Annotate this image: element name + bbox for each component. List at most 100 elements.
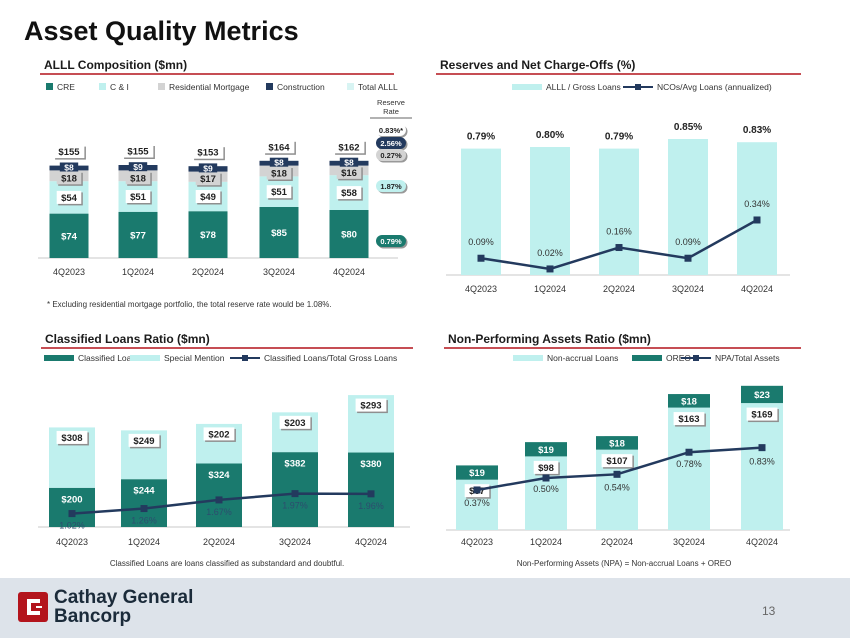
npa-point-2 — [613, 470, 621, 478]
alll-rr-header-2: Rate — [383, 107, 399, 116]
alll-legend-3-swatch — [266, 83, 273, 90]
alll-reserve-rate-2: 0.27% — [380, 151, 402, 160]
alll-label-rm-4: $16 — [341, 168, 357, 179]
alll-label-cre-3: $85 — [271, 228, 288, 239]
alll-xtick-2: 2Q2024 — [192, 267, 224, 277]
npa-footnote: Non-Performing Assets (NPA) = Non-accrua… — [517, 559, 732, 568]
npa-title: Non-Performing Assets Ratio ($mn) — [448, 332, 651, 346]
reserves-bar-label-0: 0.79% — [467, 132, 495, 143]
reserves-legend-0: ALLL / Gross Loans — [546, 82, 621, 92]
reserves-legend-0-swatch — [512, 84, 542, 90]
classified-xtick-3: 3Q2024 — [279, 537, 311, 547]
npa-label-oreo-0: $19 — [469, 468, 485, 479]
alll-label-total-3-box — [263, 140, 295, 154]
reserves-point-4 — [753, 216, 761, 224]
alll-label-ci-2: $49 — [200, 192, 216, 203]
alll-reserve-rate-1: 2.56% — [380, 139, 402, 148]
npa-legend-2: NPA/Total Assets — [715, 353, 780, 363]
classified-label-sm-4: $293 — [360, 401, 381, 412]
npa-label-nal-2: $107 — [606, 456, 627, 467]
alll-reserve-rate-3: 1.87% — [380, 182, 402, 191]
classified-legend-2: Classified Loans/Total Gross Loans — [264, 353, 397, 363]
alll-legend-2: Residential Mortgage — [169, 82, 250, 92]
classified-label-sm-1-box — [128, 433, 160, 447]
alll-label-rm-1-box — [125, 171, 151, 185]
reserves-bar-1 — [530, 147, 570, 275]
reserves-xtick-3: 3Q2024 — [672, 284, 704, 294]
classified-label-cl-0-box — [56, 492, 88, 506]
brand-line-1: Cathay General — [54, 587, 194, 608]
alll-label-con-3-box — [269, 157, 289, 167]
reserves-point-2 — [615, 244, 623, 252]
alll-label-rm-2-box — [195, 172, 221, 186]
reserves-xtick-4: 4Q2024 — [741, 284, 773, 294]
alll-legend-4: Total ALLL — [358, 82, 398, 92]
alll-label-ci-4-box — [336, 186, 362, 200]
reserves-bar-4 — [737, 142, 777, 275]
alll-label-con-2-box — [198, 163, 218, 173]
alll-label-ci-0: $54 — [61, 193, 78, 204]
classified-label-cl-1-box — [128, 483, 160, 497]
reserves-point-3 — [684, 254, 692, 262]
classified-legend-1: Special Mention — [164, 353, 225, 363]
npa-bar-0-4 — [741, 403, 783, 530]
cathay-logo-icon — [18, 592, 48, 622]
classified-label-sm-4-box — [355, 398, 387, 412]
npa-legend-0-swatch — [513, 355, 543, 361]
alll-label-total-4: $162 — [338, 142, 359, 153]
alll-label-con-2: $9 — [203, 163, 213, 173]
alll-reserve-rate-0: 0.83%* — [379, 126, 403, 135]
classified-point-3 — [291, 490, 299, 498]
reserves-point-1 — [546, 265, 554, 273]
classified-title: Classified Loans Ratio ($mn) — [45, 332, 210, 346]
reserves-xtick-0: 4Q2023 — [465, 284, 497, 294]
alll-rr-header-1: Reserve — [377, 98, 405, 107]
classified-xtick-1: 1Q2024 — [128, 537, 160, 547]
npa-line-label-1: 0.50% — [533, 484, 559, 494]
alll-legend-0-swatch — [46, 83, 53, 90]
classified-line-label-0: 1.02% — [59, 521, 85, 531]
npa-legend-0: Non-accrual Loans — [547, 353, 618, 363]
alll-label-total-4-box — [333, 140, 365, 154]
alll-label-ci-2-box — [195, 190, 221, 203]
alll-title: ALLL Composition ($mn) — [44, 58, 187, 72]
alll-label-cre-2: $78 — [200, 230, 216, 241]
reserves-bar-2 — [599, 148, 639, 275]
classified-label-cl-4-box — [355, 457, 387, 471]
alll-label-ci-0-box — [56, 190, 82, 204]
alll-label-rm-4-box — [336, 165, 362, 179]
alll-label-total-2: $153 — [197, 148, 218, 159]
npa-line-label-0: 0.37% — [464, 498, 490, 508]
alll-reserve-rate-2-pill — [376, 149, 406, 161]
classified-legend-0-swatch — [44, 355, 74, 361]
reserves-line-label-0: 0.09% — [468, 237, 494, 247]
npa-xtick-3: 3Q2024 — [673, 537, 705, 547]
classified-footnote: Classified Loans are loans classified as… — [110, 559, 344, 568]
classified-point-1 — [140, 505, 148, 513]
reserves-bar-label-4: 0.83% — [743, 125, 771, 136]
brand-name: Cathay General Bancorp — [54, 588, 193, 626]
npa-xtick-2: 2Q2024 — [601, 537, 633, 547]
classified-point-0 — [68, 510, 76, 518]
alll-xtick-4: 4Q2024 — [333, 267, 365, 277]
alll-label-cre-4-box — [336, 227, 362, 241]
npa-line-label-4: 0.83% — [749, 457, 775, 467]
alll-label-ci-4: $58 — [341, 188, 357, 199]
alll-label-con-4-box — [339, 157, 359, 167]
alll-label-rm-2: $17 — [200, 174, 216, 185]
reserves-xtick-2: 2Q2024 — [603, 284, 635, 294]
classified-label-cl-0: $200 — [61, 494, 82, 505]
reserves-line-label-2: 0.16% — [606, 227, 632, 237]
npa-xtick-1: 1Q2024 — [530, 537, 562, 547]
classified-label-sm-2-box — [203, 427, 235, 441]
npa-label-nal-1-box — [533, 460, 559, 474]
classified-xtick-0: 4Q2023 — [56, 537, 88, 547]
alll-legend-1-swatch — [99, 83, 106, 90]
alll-label-cre-4: $80 — [341, 230, 357, 241]
reserves-legend-1: NCOs/Avg Loans (annualized) — [657, 82, 772, 92]
alll-label-con-4: $8 — [344, 158, 354, 168]
alll-label-cre-3-box — [266, 226, 292, 239]
alll-label-total-1: $155 — [127, 147, 149, 158]
classified-point-4 — [367, 490, 375, 498]
page-title: Asset Quality Metrics — [24, 16, 299, 46]
